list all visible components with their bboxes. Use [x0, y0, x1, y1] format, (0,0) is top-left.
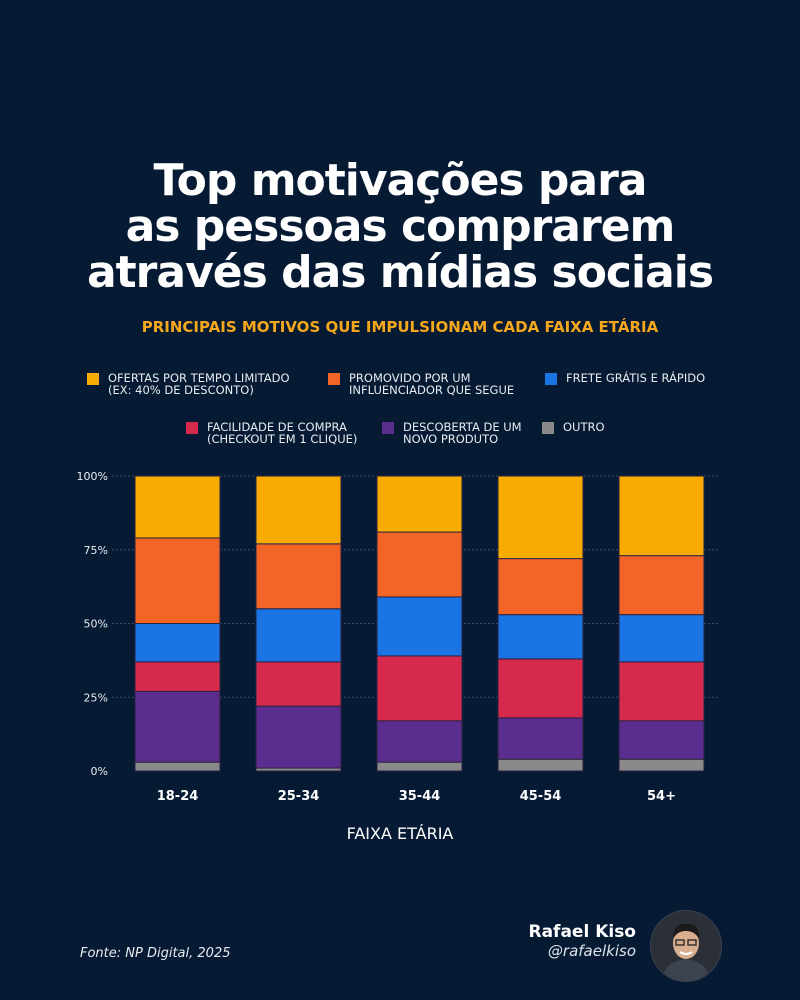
legend-item: FACILIDADE DE COMPRA (CHECKOUT EM 1 CLIQ… — [186, 421, 357, 445]
title-line: Top motivações para — [153, 155, 647, 206]
bar-segment — [497, 558, 584, 616]
legend-label: FRETE GRÁTIS E RÁPIDO — [566, 371, 706, 385]
bar-segment — [618, 758, 705, 772]
y-tick-label: 50% — [84, 618, 108, 631]
avatar — [650, 910, 722, 982]
author-handle: @rafaelkiso — [547, 942, 636, 960]
author-block: Rafael Kiso @rafaelkiso — [528, 922, 636, 960]
bar-segment — [376, 761, 463, 772]
legend-label: OFERTAS POR TEMPO LIMITADO (EX: 40% DE D… — [108, 371, 290, 397]
bar-segment — [618, 555, 705, 616]
author-name: Rafael Kiso — [528, 922, 636, 942]
legend-swatch — [382, 422, 394, 434]
legend-label: DESCOBERTA DE UM NOVO PRODUTO — [403, 420, 522, 446]
y-tick-label: 0% — [91, 765, 108, 778]
bar-segment — [618, 614, 705, 663]
bar-segment — [376, 596, 463, 657]
x-tick-label: 35-44 — [399, 789, 441, 804]
legend-swatch — [542, 422, 554, 434]
bar-segment — [497, 614, 584, 660]
person-portrait-icon — [651, 911, 721, 981]
x-axis-title: FAIXA ETÁRIA — [346, 824, 454, 843]
legend-label: PROMOVIDO POR UM INFLUENCIADOR QUE SEGUE — [349, 371, 515, 397]
bar-segment — [255, 661, 342, 707]
x-tick-label: 25-34 — [278, 789, 320, 804]
y-tick-label: 100% — [77, 470, 108, 483]
legend-item: FRETE GRÁTIS E RÁPIDO — [545, 372, 705, 385]
bar-segment — [255, 608, 342, 663]
x-tick-label: 45-54 — [520, 789, 562, 804]
title-line: as pessoas comprarem — [125, 201, 676, 252]
bar-segment — [497, 717, 584, 760]
bar-segment — [134, 475, 221, 539]
bar-segment — [497, 758, 584, 772]
bar-segment — [618, 475, 705, 557]
bar-segment — [134, 661, 221, 692]
bar-segment — [134, 690, 221, 763]
bar-segment — [618, 720, 705, 760]
legend-item: DESCOBERTA DE UM NOVO PRODUTO — [382, 421, 522, 445]
legend-item: OUTRO — [542, 421, 605, 434]
bar-segment — [134, 537, 221, 625]
bar-segment — [255, 475, 342, 545]
bar-segment — [376, 475, 463, 533]
x-tick-label: 54+ — [647, 789, 676, 804]
legend-swatch — [87, 373, 99, 385]
bar-segment — [497, 658, 584, 719]
title-line: através das mídias sociais — [86, 247, 714, 298]
legend-item: PROMOVIDO POR UM INFLUENCIADOR QUE SEGUE — [328, 372, 514, 396]
source-note: Fonte: NP Digital, 2025 — [80, 946, 231, 961]
bar-segment — [134, 761, 221, 772]
bar-segment — [255, 543, 342, 610]
legend-swatch — [328, 373, 340, 385]
bar-segment — [376, 720, 463, 763]
bar-segment — [618, 661, 705, 722]
legend-label: OUTRO — [563, 420, 605, 434]
bar-segment — [376, 655, 463, 722]
legend-swatch — [545, 373, 557, 385]
x-tick-label: 18-24 — [157, 789, 199, 804]
chart-subtitle: PRINCIPAIS MOTIVOS QUE IMPULSIONAM CADA … — [141, 318, 659, 336]
bar-segment — [134, 623, 221, 663]
bar-segment — [497, 475, 584, 560]
bar-segment — [376, 531, 463, 598]
y-tick-label: 25% — [84, 691, 108, 704]
bar-segment — [255, 705, 342, 769]
legend-label: FACILIDADE DE COMPRA (CHECKOUT EM 1 CLIQ… — [207, 420, 358, 446]
stacked-bar-chart: 0% 25% 50% 75% 100% 18-24 25-34 35-44 45-54 54+ — [77, 470, 720, 804]
legend-swatch — [186, 422, 198, 434]
chart-title: Top motivações para as pessoas comprarem… — [0, 158, 800, 296]
legend-item: OFERTAS POR TEMPO LIMITADO (EX: 40% DE D… — [87, 372, 290, 396]
y-tick-label: 75% — [84, 544, 108, 557]
